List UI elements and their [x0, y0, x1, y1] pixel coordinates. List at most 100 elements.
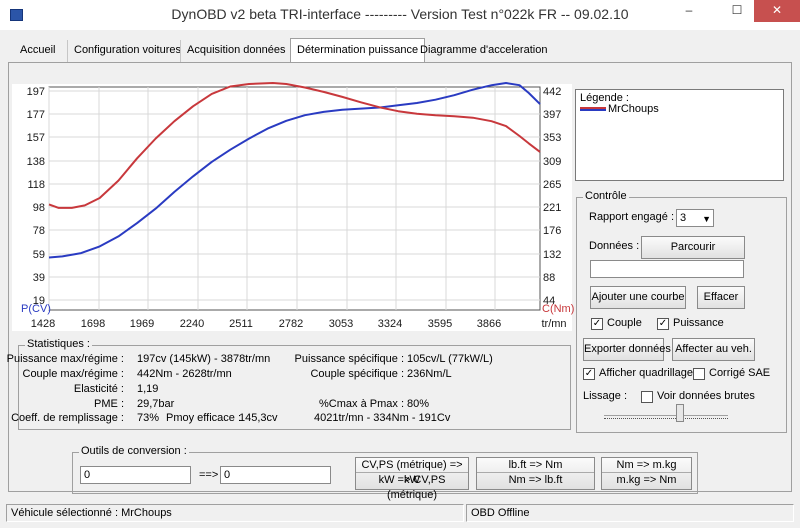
- chevron-down-icon: ▼: [702, 214, 711, 224]
- lissage-slider-track[interactable]: [604, 406, 728, 416]
- x-tick: 2511: [229, 318, 253, 330]
- status-vehicule: Véhicule sélectionné : MrChoups: [6, 504, 464, 522]
- sae-label: Corrigé SAE: [709, 367, 771, 379]
- stats-title: Statistiques :: [25, 338, 92, 350]
- title-bar: [0, 0, 800, 30]
- series-line-power: [48, 82, 541, 259]
- puissance-label: Puissance: [673, 317, 724, 329]
- quadrillage-label: Afficher quadrillage: [599, 367, 693, 379]
- arrow-label: ==>: [199, 469, 219, 481]
- x-tick: 1969: [130, 318, 154, 330]
- kw-to-cv-button[interactable]: kW => CV,PS (métrique): [378, 474, 446, 501]
- parcourir-button[interactable]: Parcourir: [641, 236, 745, 259]
- x-tick: 1698: [81, 318, 105, 330]
- tab-diagramme-acceleration[interactable]: Diagramme d'acceleration: [420, 44, 548, 56]
- affecter-vehicule-button[interactable]: Affecter au veh.: [672, 338, 755, 361]
- status-obd: OBD Offline: [466, 504, 794, 522]
- y-right-tick: 221: [543, 202, 561, 214]
- x-tick: 1428: [31, 318, 55, 330]
- mkg-to-nm-button[interactable]: m.kg => Nm: [616, 474, 677, 486]
- rapport-label: Rapport engagé :: [589, 211, 675, 223]
- puissance-checkbox[interactable]: ✓: [657, 318, 669, 330]
- app-icon: [10, 9, 23, 21]
- legend-title: Légende :: [580, 92, 629, 104]
- cmax-value: 442Nm - 2628tr/mn: [137, 368, 232, 380]
- y-right-tick: 353: [543, 132, 561, 144]
- close-button[interactable]: ✕: [754, 0, 800, 22]
- controle-group: Contrôle: [576, 190, 787, 433]
- ratio-value: 80%: [407, 398, 430, 410]
- ajouter-courbe-button[interactable]: Ajouter une courbe: [590, 286, 686, 309]
- outils-group: Outils de conversion :: [72, 445, 698, 494]
- quadrillage-checkbox[interactable]: ✓: [583, 368, 595, 380]
- range-value: 4021tr/mn - 334Nm - 191Cv: [314, 412, 451, 424]
- x-tick: 3324: [378, 318, 402, 330]
- elasticite-value: 1,19: [137, 383, 159, 395]
- tab-acquisition-donnees[interactable]: Acquisition données: [180, 40, 291, 62]
- brutes-label: Voir données brutes: [657, 390, 755, 402]
- effacer-button[interactable]: Effacer: [697, 286, 745, 309]
- y-right-axis-label: C(Nm): [542, 303, 574, 315]
- sae-checkbox[interactable]: [693, 368, 705, 380]
- remplissage-value: 73%: [137, 412, 160, 424]
- y-left-tick: 59: [33, 249, 45, 261]
- conversion-output[interactable]: 0: [220, 466, 331, 484]
- x-tick: 2240: [180, 318, 204, 330]
- lbft-to-nm-button[interactable]: lb.ft => Nm: [477, 458, 594, 473]
- tab-determination-puissance[interactable]: Détermination puissance: [290, 38, 426, 63]
- y-left-tick: 118: [27, 179, 45, 191]
- y-right-tick: 176: [543, 225, 561, 237]
- couple-label: Couple: [607, 317, 642, 329]
- pmoy-value: 145,3cv: [239, 412, 278, 424]
- cv-to-kw-button[interactable]: CV,PS (métrique) => kW: [356, 458, 468, 486]
- y-left-tick: 39: [33, 272, 45, 284]
- maximize-button[interactable]: ☐: [731, 3, 743, 17]
- series-line-torque: [48, 82, 541, 209]
- x-tick: 2782: [279, 318, 303, 330]
- x-tick: 3595: [428, 318, 452, 330]
- legend-swatch-torque: [580, 107, 606, 109]
- file-path-field[interactable]: [590, 260, 744, 278]
- y-left-tick: 157: [27, 132, 45, 144]
- y-right-tick: 442: [543, 86, 561, 98]
- power-torque-chart: 197 442 177 397 157 353 138 309 118 265 98 221 78 176…: [21, 82, 574, 330]
- pmax-label: Puissance max/régime :: [6, 353, 124, 365]
- tab-configuration-voitures[interactable]: Configuration voitures: [67, 40, 187, 62]
- exporter-donnees-button[interactable]: Exporter données: [583, 338, 671, 361]
- lissage-slider-thumb[interactable]: [676, 404, 684, 422]
- y-right-tick: 265: [543, 179, 561, 191]
- y-right-tick: 88: [543, 272, 555, 284]
- donnees-label: Données :: [589, 240, 640, 252]
- pspec-label: Puissance spécifique :: [294, 353, 404, 365]
- status-bar: Véhicule sélectionné : MrChoups OBD Offl…: [0, 502, 800, 528]
- elasticite-label: Elasticité :: [73, 383, 124, 395]
- rapport-value: 3: [680, 212, 687, 224]
- lissage-label: Lissage :: [583, 390, 628, 402]
- y-left-tick: 138: [27, 156, 45, 168]
- nm-to-lbft-button[interactable]: Nm => lb.ft: [508, 474, 563, 486]
- y-left-axis-label: P(CV): [21, 303, 51, 315]
- pmoy-label: Pmoy efficace :: [166, 412, 241, 424]
- controle-title: Contrôle: [583, 190, 629, 202]
- y-left-tick: 98: [33, 202, 45, 214]
- y-right-tick: 132: [543, 249, 561, 261]
- pme-label: PME :: [94, 398, 124, 410]
- y-right-tick: 397: [543, 109, 561, 121]
- conversion-input[interactable]: 0: [80, 466, 191, 484]
- rapport-select[interactable]: 3 ▼: [676, 209, 714, 227]
- y-left-tick: 197: [27, 86, 45, 98]
- legend-box: Légende : MrChoups: [575, 89, 784, 181]
- window-title: DynOBD v2 beta TRI-interface --------- V…: [171, 6, 629, 22]
- minimize-button[interactable]: ‒: [685, 3, 693, 17]
- torque-mkg-buttons: Nm => m.kg m.kg => Nm: [601, 457, 692, 490]
- pme-value: 29,7bar: [137, 398, 175, 410]
- brutes-checkbox[interactable]: [641, 391, 653, 403]
- ratio-label: %Cmax à Pmax :: [319, 398, 404, 410]
- remplissage-label: Coeff. de remplissage :: [11, 412, 124, 424]
- tab-accueil[interactable]: Accueil: [20, 44, 56, 56]
- x-tick: 3866: [477, 318, 501, 330]
- power-conversion-buttons: CV,PS (métrique) => kW kW => CV,PS (métr…: [355, 457, 469, 501]
- y-right-tick: 44: [543, 295, 555, 307]
- couple-checkbox[interactable]: ✓: [591, 318, 603, 330]
- nm-to-mkg-button[interactable]: Nm => m.kg: [602, 458, 691, 473]
